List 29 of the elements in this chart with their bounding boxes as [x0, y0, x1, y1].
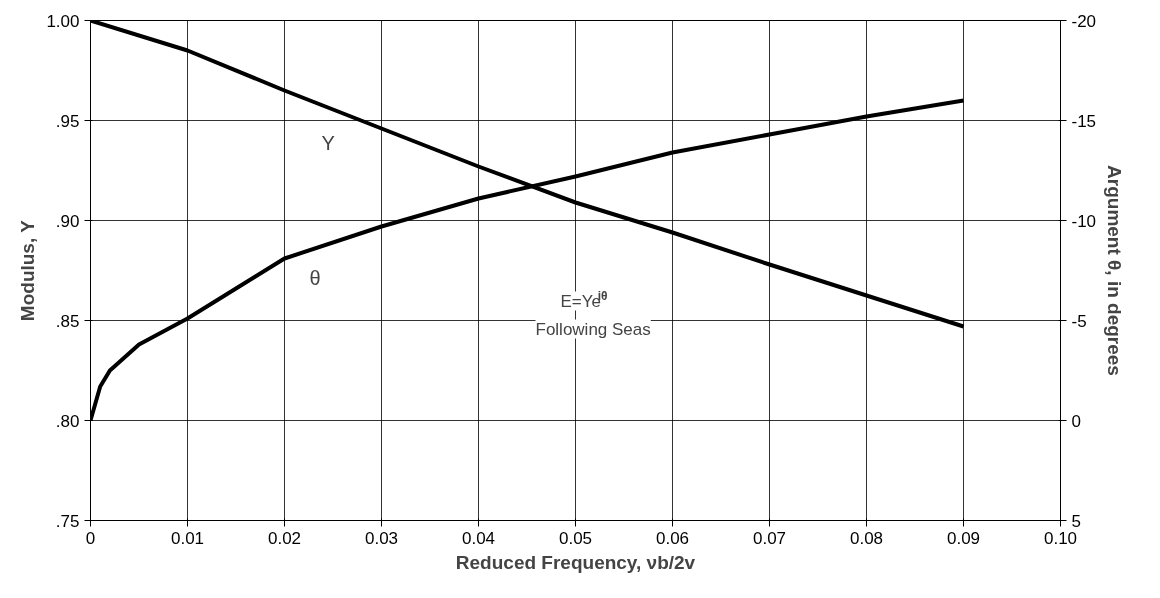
y-tick-label: .75 — [55, 511, 80, 531]
y-tick-label: .80 — [55, 411, 80, 431]
y2-tick-label: -10 — [1071, 211, 1097, 231]
y-tick-label: .90 — [55, 211, 80, 231]
y2-tick-label: -5 — [1071, 311, 1087, 331]
series-label: Y — [321, 131, 335, 154]
y2-tick-label: 0 — [1071, 411, 1081, 431]
x-tick-label: 0.09 — [946, 528, 981, 548]
x-tick-label: 0.01 — [170, 528, 205, 548]
x-tick-label: 0.05 — [558, 528, 593, 548]
x-tick-label: 0.02 — [267, 528, 302, 548]
y2-tick-label: -15 — [1071, 111, 1097, 131]
x-tick-label: 0.03 — [364, 528, 399, 548]
y2-tick-label: 5 — [1071, 511, 1081, 531]
y-tick-label: .85 — [55, 311, 80, 331]
x-axis-title: Reduced Frequency, νb/2v — [455, 551, 696, 573]
x-tick-label: 0.06 — [655, 528, 690, 548]
y2-tick-label: -20 — [1071, 11, 1097, 31]
y2-axis-title: Argument θ, in degrees — [1104, 165, 1126, 376]
x-tick-label: 0.04 — [461, 528, 496, 548]
annotation: Following Seas — [535, 319, 651, 339]
x-tick-label: 0.10 — [1043, 528, 1078, 548]
y-tick-label: .95 — [55, 111, 80, 131]
y-axis-title: Modulus, Y — [17, 219, 39, 322]
x-tick-label: 0.07 — [752, 528, 787, 548]
series-label: θ — [309, 266, 321, 289]
y-tick-label: 1.00 — [46, 11, 80, 31]
x-tick-label: 0.08 — [849, 528, 884, 548]
x-tick-label: 0 — [85, 528, 96, 548]
